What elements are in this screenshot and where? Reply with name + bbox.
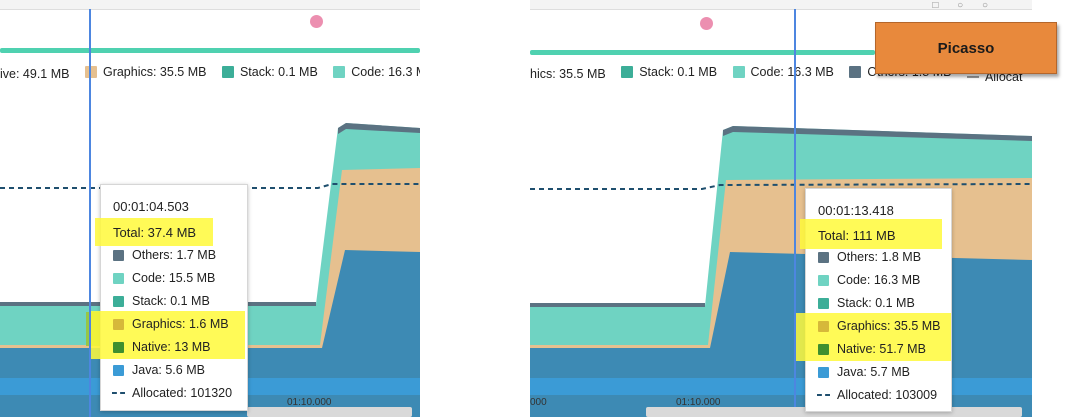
data-tooltip: 00:01:04.503 Total: 37.4 MB Others: 1.7 … — [91, 184, 248, 411]
dashed-line-icon — [817, 394, 830, 396]
native-swatch-icon — [818, 343, 829, 355]
tooltip-row-others: Others: 1.8 MB — [806, 246, 951, 268]
total-highlight — [800, 219, 942, 249]
tooltip-row-java: Java: 5.7 MB — [806, 361, 951, 383]
memory-profiler-left: ive: 49.1 MB Graphics: 35.5 MB Stack: 0.… — [0, 0, 420, 417]
dashed-line-icon — [966, 76, 979, 78]
others-swatch-icon — [818, 251, 829, 263]
others-swatch-icon — [113, 249, 124, 261]
legend-bar: ive: 49.1 MB Graphics: 35.5 MB Stack: 0.… — [0, 65, 420, 81]
stack-swatch-icon — [113, 295, 124, 307]
timeline-header — [0, 0, 420, 10]
event-marker-dot[interactable] — [700, 17, 713, 30]
legend-code: Code: 16.3 MB — [333, 65, 420, 79]
graphics-swatch-icon — [113, 318, 124, 330]
code-swatch-icon — [333, 66, 346, 78]
stack-swatch-icon — [621, 66, 634, 78]
tooltip-row-graphics: Graphics: 35.5 MB — [806, 315, 951, 337]
graphics-swatch-icon — [818, 320, 829, 332]
legend-stack: Stack: 0.1 MB — [621, 65, 717, 79]
stack-swatch-icon — [818, 297, 829, 309]
tooltip-row-native: Native: 51.7 MB — [806, 338, 951, 360]
tooltip-row-allocated: Allocated: 103009 — [806, 384, 951, 406]
window-controls[interactable]: □ ○ ○ — [932, 0, 996, 11]
tooltip-row-code: Code: 16.3 MB — [806, 269, 951, 291]
others-area-low — [530, 303, 705, 307]
tooltip-row-allocated: Allocated: 101320 — [101, 382, 247, 404]
timeline-header — [530, 0, 1032, 10]
event-track — [0, 48, 420, 53]
tooltip-row-stack: Stack: 0.1 MB — [806, 292, 951, 314]
others-area — [723, 126, 1032, 141]
tooltip-row-stack: Stack: 0.1 MB — [101, 290, 247, 312]
code-swatch-icon — [732, 66, 745, 78]
tooltip-row-code: Code: 15.5 MB — [101, 267, 247, 289]
allocated-line — [530, 183, 1032, 190]
time-axis-tick-left: 000 — [530, 397, 547, 408]
time-axis-tick: 01:10.000 — [287, 397, 332, 408]
memory-profiler-right: □ ○ ○ hics: 35.5 MB Stack: 0.1 MB Code: … — [530, 0, 1032, 417]
tooltip-timestamp: 00:01:13.418 — [818, 203, 894, 218]
allocated-line — [0, 183, 420, 189]
stack-swatch-icon — [221, 66, 234, 78]
legend-native: ive: 49.1 MB — [0, 67, 70, 81]
tooltip-row-java: Java: 5.6 MB — [101, 359, 247, 381]
tooltip-row-graphics: Graphics: 1.6 MB — [101, 313, 247, 335]
java-swatch-icon — [818, 366, 829, 378]
java-swatch-icon — [113, 364, 124, 376]
time-axis-tick: 01:10.000 — [676, 397, 721, 408]
tooltip-total: Total: 111 MB — [818, 228, 896, 243]
tooltip-total: Total: 37.4 MB — [113, 225, 197, 240]
tooltip-timestamp: 00:01:04.503 — [113, 199, 189, 214]
others-area — [338, 123, 420, 134]
java-area — [530, 378, 1032, 395]
code-swatch-icon — [113, 272, 124, 284]
native-swatch-icon — [113, 341, 124, 353]
horizontal-scrollbar[interactable] — [247, 407, 412, 417]
picasso-label-button[interactable]: Picasso — [875, 22, 1057, 74]
event-marker-dot[interactable] — [310, 15, 323, 28]
tooltip-row-native: Native: 13 MB — [101, 336, 247, 358]
tooltip-row-others: Others: 1.7 MB — [101, 244, 247, 266]
others-swatch-icon — [849, 66, 862, 78]
data-tooltip: 00:01:13.418 Total: 111 MB Others: 1.8 M… — [796, 188, 952, 412]
legend-code: Code: 16.3 MB — [732, 65, 834, 79]
time-cursor-line[interactable] — [89, 9, 91, 417]
dashed-line-icon — [112, 392, 125, 394]
time-cursor-line[interactable] — [794, 9, 796, 417]
event-track — [530, 50, 875, 55]
legend-graphics: hics: 35.5 MB — [530, 67, 606, 81]
code-swatch-icon — [818, 274, 829, 286]
horizontal-scrollbar[interactable] — [646, 407, 1022, 417]
legend-stack: Stack: 0.1 MB — [221, 65, 318, 79]
total-highlight — [95, 218, 213, 246]
